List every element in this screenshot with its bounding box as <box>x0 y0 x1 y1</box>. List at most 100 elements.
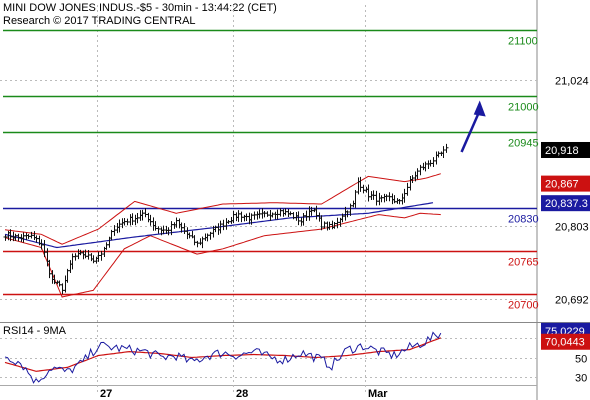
price-bar <box>221 219 226 231</box>
value-badge-2: 20,837.3 <box>541 195 590 212</box>
price-bar <box>434 151 439 165</box>
price-bar <box>444 143 449 153</box>
price-bar <box>415 168 420 180</box>
price-bar <box>42 239 47 258</box>
price-bar <box>182 223 187 234</box>
rsi-line <box>4 331 442 384</box>
level-label-20765: 20765 <box>508 257 539 269</box>
lower-band-line <box>4 212 441 298</box>
price-bar <box>153 221 158 231</box>
price-bar <box>423 161 428 172</box>
svg-text:20,918: 20,918 <box>545 145 579 157</box>
level-label-20830: 20830 <box>508 214 539 226</box>
price-bar <box>242 214 247 222</box>
rsi-badge-1: 70,0443 <box>541 333 590 350</box>
price-bar <box>400 193 405 205</box>
price-bar <box>408 176 413 191</box>
date-tick-label: 27 <box>100 388 112 400</box>
price-bar <box>63 275 68 293</box>
price-bar <box>395 198 400 204</box>
price-bar <box>358 176 363 192</box>
price-bar <box>70 253 75 270</box>
svg-text:20,867: 20,867 <box>545 179 579 191</box>
price-bar <box>216 223 221 235</box>
price-bar <box>384 194 389 202</box>
price-bar <box>377 192 382 206</box>
price-bar <box>146 212 151 223</box>
price-bar <box>252 211 257 220</box>
rsi-tick-label: 30 <box>575 373 587 385</box>
date-tick-label: 28 <box>236 388 248 400</box>
price-bar <box>270 212 275 218</box>
price-bar <box>117 219 122 233</box>
price-bar <box>294 212 299 221</box>
price-bar <box>185 227 190 240</box>
level-label-21000: 21000 <box>508 102 539 114</box>
price-bar <box>405 182 410 196</box>
price-bar <box>172 222 177 229</box>
price-bar <box>426 160 431 169</box>
rsi-tick-label: 50 <box>575 354 587 366</box>
price-bar <box>436 151 441 158</box>
price-bar <box>431 157 436 168</box>
price-bar <box>281 209 286 217</box>
price-bar <box>57 280 62 287</box>
price-bar <box>382 193 387 203</box>
price-bar <box>402 188 407 203</box>
price-bar <box>32 231 37 241</box>
price-bar <box>143 207 148 218</box>
level-label-20700: 20700 <box>508 300 539 312</box>
price-bar <box>151 217 156 231</box>
price-bar <box>195 240 200 248</box>
svg-text:20,837.3: 20,837.3 <box>545 198 588 210</box>
price-bar <box>236 210 241 222</box>
price-bar <box>73 253 78 261</box>
price-bar <box>198 238 203 246</box>
price-bar <box>418 164 423 176</box>
price-bar <box>21 232 26 243</box>
price-bar <box>205 233 210 242</box>
price-bar <box>441 146 446 159</box>
price-bar <box>156 226 161 234</box>
price-bar <box>148 214 153 226</box>
price-bar <box>317 212 322 222</box>
price-bar <box>397 198 402 205</box>
chart-title: MINI DOW JONES INDUS.-$5 - 30min - 13:44… <box>3 2 277 14</box>
rsi-title: RSI14 - 9MA <box>3 325 67 337</box>
price-bar <box>327 221 332 230</box>
date-tick-label: Mar <box>368 388 388 400</box>
price-bar <box>296 211 301 226</box>
price-bar <box>166 227 171 236</box>
price-bar <box>356 177 361 195</box>
price-bar <box>421 162 426 171</box>
price-tick-label: 20,692 <box>555 295 589 307</box>
value-badge-0: 20,918 <box>541 141 590 158</box>
price-bar <box>89 253 94 262</box>
projection-arrow-shaft <box>460 110 481 153</box>
price-bar <box>379 195 384 203</box>
price-bar <box>140 209 145 221</box>
price-bar <box>104 242 109 250</box>
price-bar <box>361 184 366 194</box>
upper-band-line <box>4 173 441 245</box>
price-bar <box>366 184 371 202</box>
price-bar <box>99 250 104 261</box>
level-label-21100: 21100 <box>508 36 538 48</box>
price-bar <box>319 215 324 231</box>
level-label-20945: 20945 <box>508 138 539 150</box>
price-bar <box>278 208 283 217</box>
price-bar <box>255 211 260 220</box>
price-bar <box>60 283 65 295</box>
price-bar <box>91 255 96 264</box>
price-bar <box>128 214 133 226</box>
price-bar <box>115 222 120 234</box>
price-bar <box>301 212 306 226</box>
price-tick-label: 21,024 <box>555 76 589 88</box>
price-bar <box>330 220 335 230</box>
value-badge-1: 20,867 <box>541 175 590 192</box>
svg-text:70,0443: 70,0443 <box>545 337 585 349</box>
price-bar <box>192 235 197 246</box>
price-tick-label: 20,803 <box>555 222 589 234</box>
price-bar <box>244 213 249 222</box>
chart-copyright: Research © 2017 TRADING CENTRAL <box>3 15 196 27</box>
